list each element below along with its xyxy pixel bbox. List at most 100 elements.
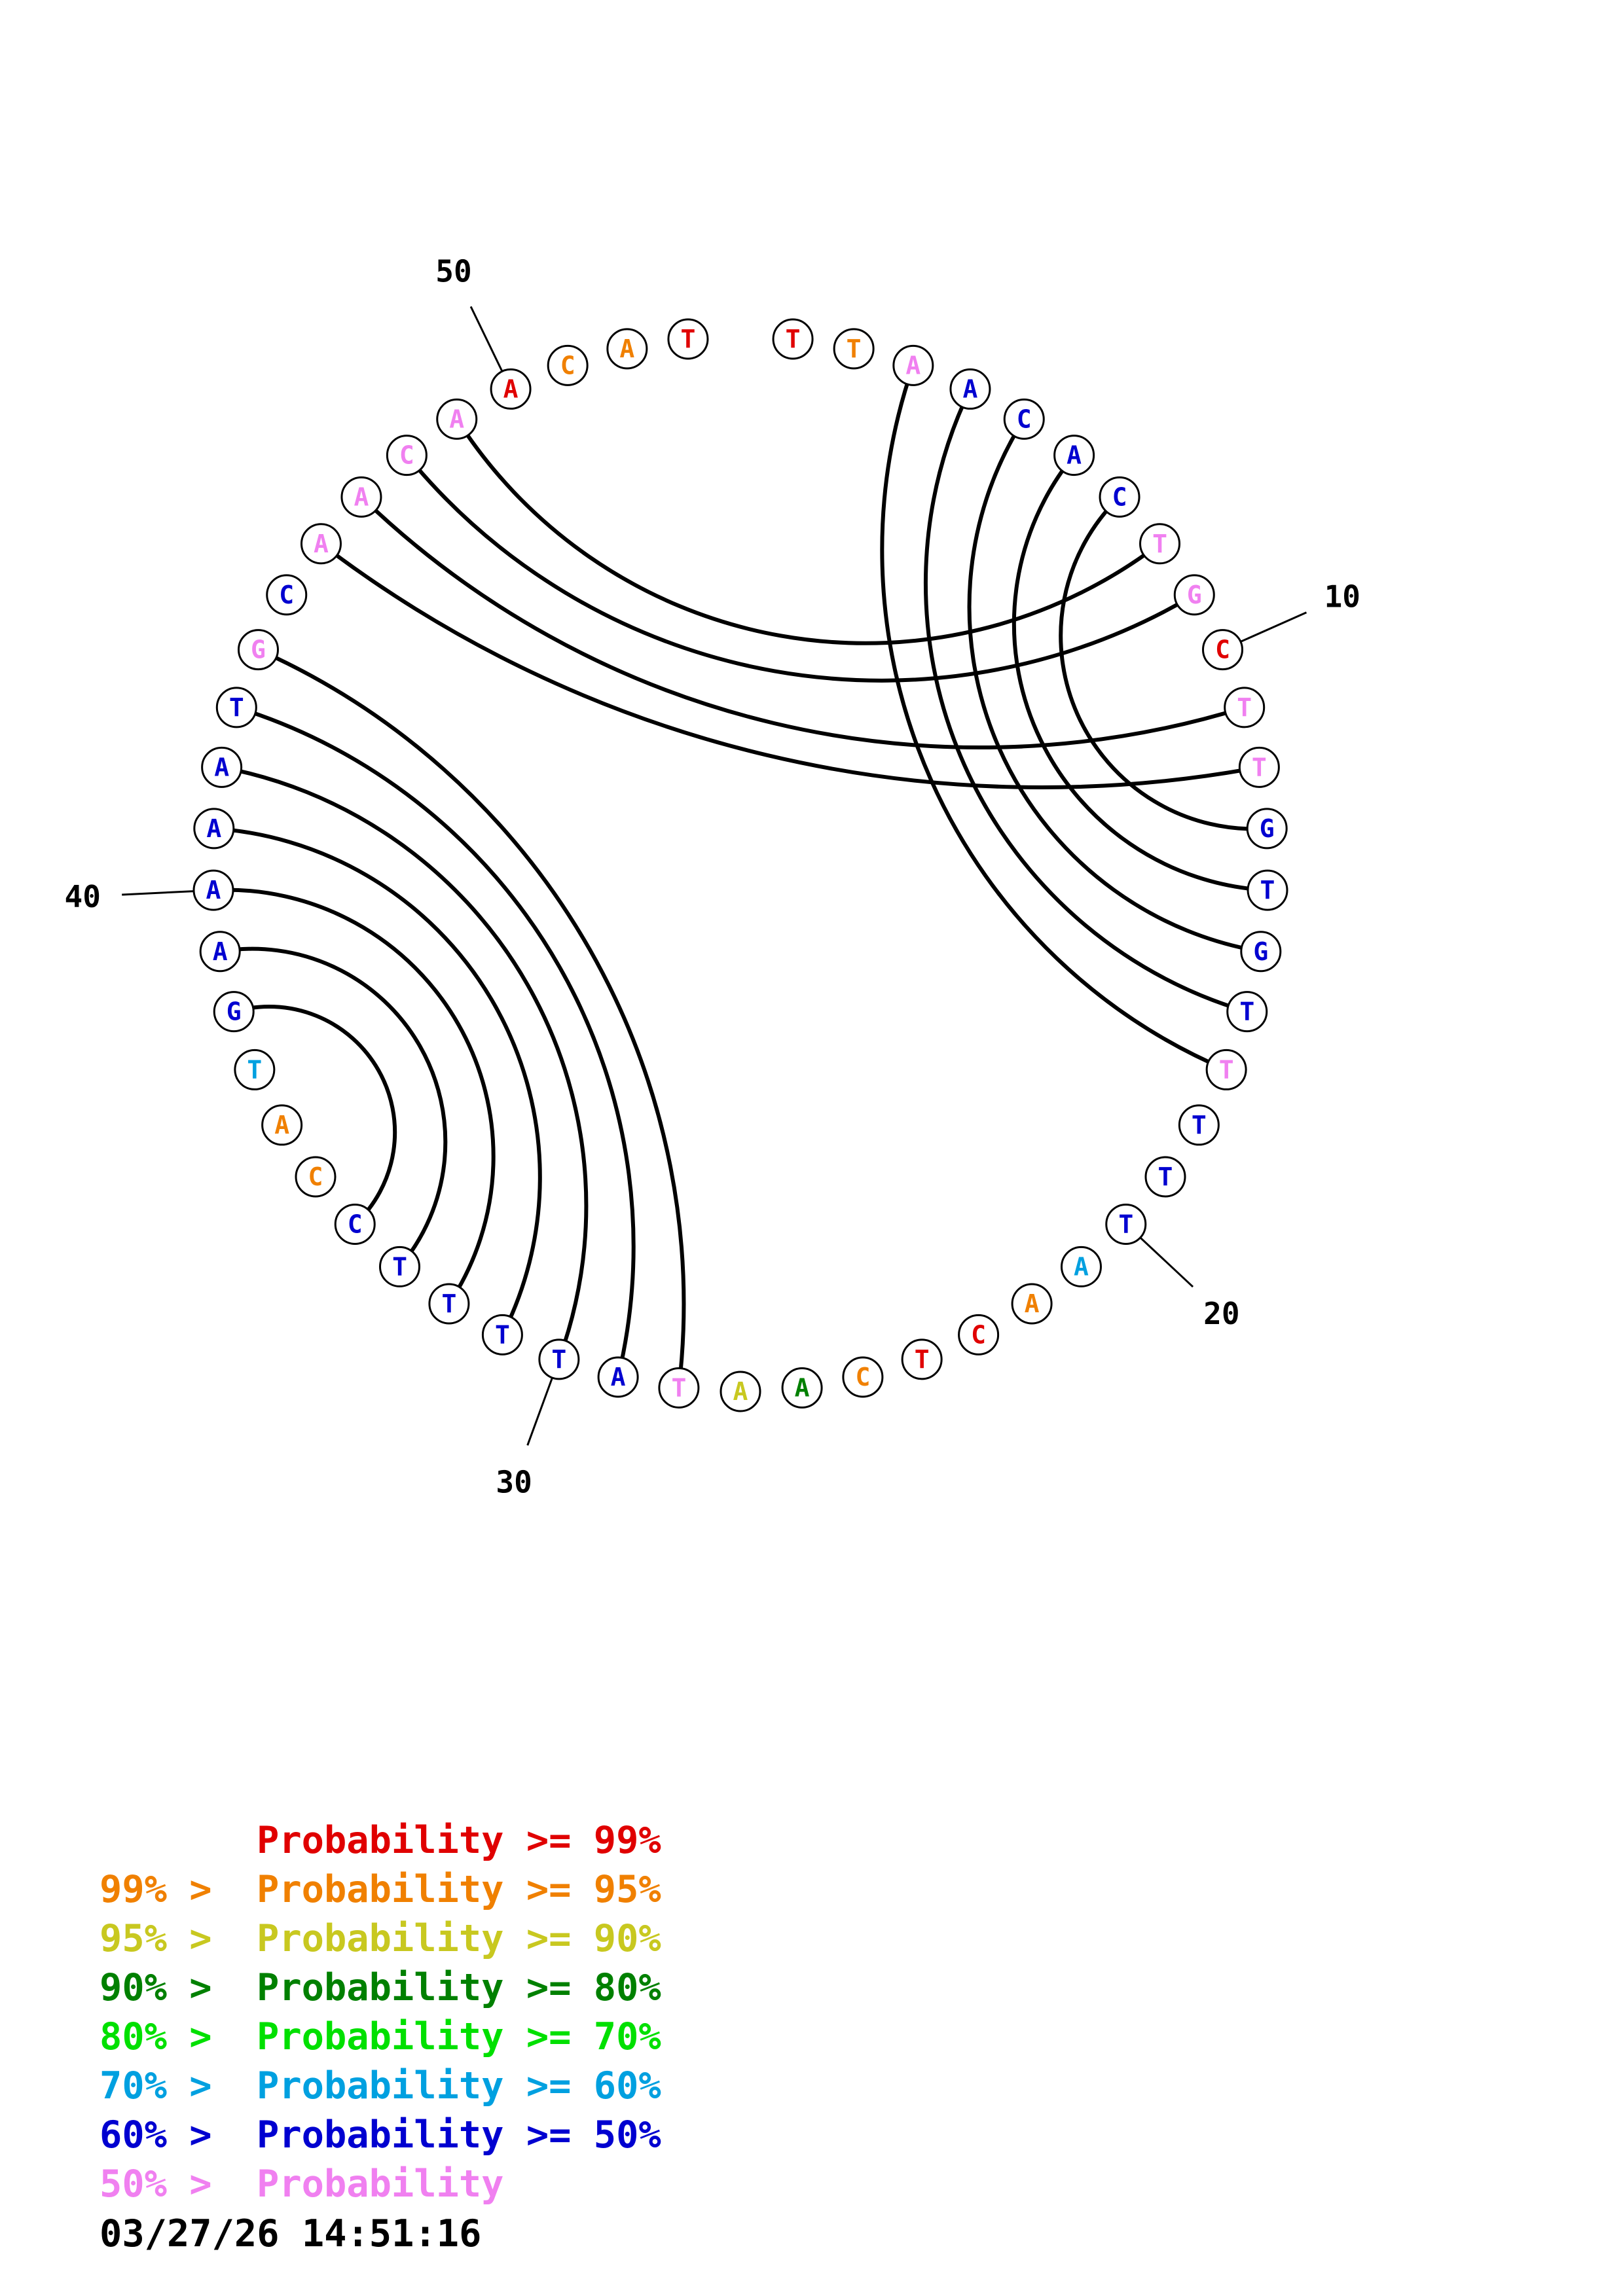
legend-suffix: >= 95% [503, 1868, 661, 1911]
base-circle [1139, 523, 1181, 565]
base-letter: C [279, 581, 294, 609]
base-letter: A [354, 482, 369, 511]
base-letter: T [1239, 997, 1254, 1026]
base-circle [781, 1367, 823, 1408]
tick-line [1240, 611, 1307, 643]
base-node: G [237, 629, 279, 671]
base-pair-bond [213, 888, 496, 1305]
base-circle [1053, 435, 1095, 476]
base-letter: T [551, 1345, 566, 1374]
legend-row: 80% > Probability >= 70% [100, 2013, 661, 2062]
base-letter: T [681, 325, 696, 353]
base-circle [901, 1338, 943, 1380]
base-circle [842, 1356, 884, 1398]
base-circle [1144, 1156, 1186, 1198]
base-node: A [436, 398, 478, 440]
base-letter: A [619, 334, 634, 363]
legend-prefix: 95% > [100, 1917, 212, 1960]
base-circle [1240, 931, 1282, 973]
base-circle [658, 1367, 700, 1408]
legend-label: Probability [257, 1868, 504, 1911]
base-letter: C [1215, 636, 1230, 664]
base-pair-bond [1012, 454, 1268, 893]
base-letter: C [971, 1320, 986, 1349]
tick-line [469, 306, 503, 372]
legend-suffix: >= 70% [503, 2015, 661, 2058]
base-letter: C [348, 1210, 363, 1238]
base-circle [720, 1371, 761, 1412]
base-letter: T [1152, 529, 1167, 558]
base-circle [428, 1283, 470, 1325]
legend-suffix: >= 80% [503, 1966, 661, 2009]
base-pair-bond [219, 946, 448, 1268]
base-letter: G [1260, 814, 1275, 843]
base-letter: A [503, 374, 519, 403]
base-letter: A [611, 1363, 626, 1391]
base-circle [1105, 1203, 1147, 1245]
base-letter: A [449, 404, 464, 433]
tick-label: 50 [435, 253, 471, 289]
base-letter: C [308, 1162, 323, 1191]
legend-prefix: 50% > [100, 2162, 212, 2206]
base-node: T [215, 687, 257, 728]
base-circle [201, 746, 243, 788]
tick-label: 10 [1324, 579, 1360, 614]
base-circle [1173, 574, 1215, 616]
base-letter: C [560, 351, 575, 380]
base-node: T [1226, 991, 1268, 1033]
base-node: C [958, 1314, 1000, 1355]
legend-label: Probability [257, 2162, 504, 2206]
legend-row: 70% > Probability >= 60% [100, 2062, 661, 2111]
base-node: A [892, 344, 934, 386]
tick-label: 30 [496, 1465, 532, 1500]
base-circle [597, 1356, 639, 1398]
legend-row: 95% > Probability >= 90% [100, 1914, 661, 1964]
base-node: G [1240, 931, 1282, 973]
base-node: A [261, 1104, 303, 1146]
base-node: G [213, 991, 255, 1033]
base-circle [538, 1338, 580, 1380]
base-circle [547, 344, 589, 386]
base-circle [892, 344, 934, 386]
base-circle [261, 1104, 303, 1146]
base-letter: A [214, 753, 229, 781]
legend-label: Probability [257, 1917, 504, 1960]
base-node: T [1105, 1203, 1147, 1245]
base-circle [436, 398, 478, 440]
base-node: T [379, 1246, 421, 1287]
base-node: C [1099, 476, 1140, 518]
legend-row: 99% > Probability >= 95% [100, 1865, 661, 1914]
base-circle [606, 328, 648, 370]
base-circle [490, 368, 532, 410]
position-ticks: 10 20 30 40 50 [65, 253, 1360, 1499]
base-node: T [658, 1367, 700, 1408]
base-letter: G [1253, 937, 1268, 966]
base-circle [199, 931, 241, 973]
base-circle [1247, 869, 1288, 911]
base-node: A [490, 368, 532, 410]
base-letter: G [251, 636, 266, 664]
legend-prefix: 99% > [100, 1868, 212, 1911]
base-node: A [1053, 435, 1095, 476]
base-node: A [199, 931, 241, 973]
base-circle [1226, 991, 1268, 1033]
base-letter: T [495, 1320, 510, 1349]
base-letter: T [1219, 1055, 1234, 1084]
legend-prefix: 90% > [100, 1966, 212, 2009]
legend-label: Probability [257, 2113, 504, 2157]
base-node: C [295, 1156, 337, 1198]
base-node: C [842, 1356, 884, 1398]
legend-prefix: 70% > [100, 2064, 212, 2108]
base-letter: T [441, 1289, 456, 1318]
base-circle [1060, 1246, 1102, 1287]
base-letter: C [855, 1363, 870, 1391]
base-node: T [901, 1338, 943, 1380]
legend-suffix: >= 90% [503, 1917, 661, 1960]
base-pair-bond [221, 765, 589, 1360]
base-circle [334, 1203, 376, 1245]
base-pair-bond [405, 454, 1195, 683]
base-letter: T [847, 334, 862, 363]
base-circle [833, 328, 875, 370]
base-circle [213, 991, 255, 1033]
base-node: A [193, 808, 235, 850]
